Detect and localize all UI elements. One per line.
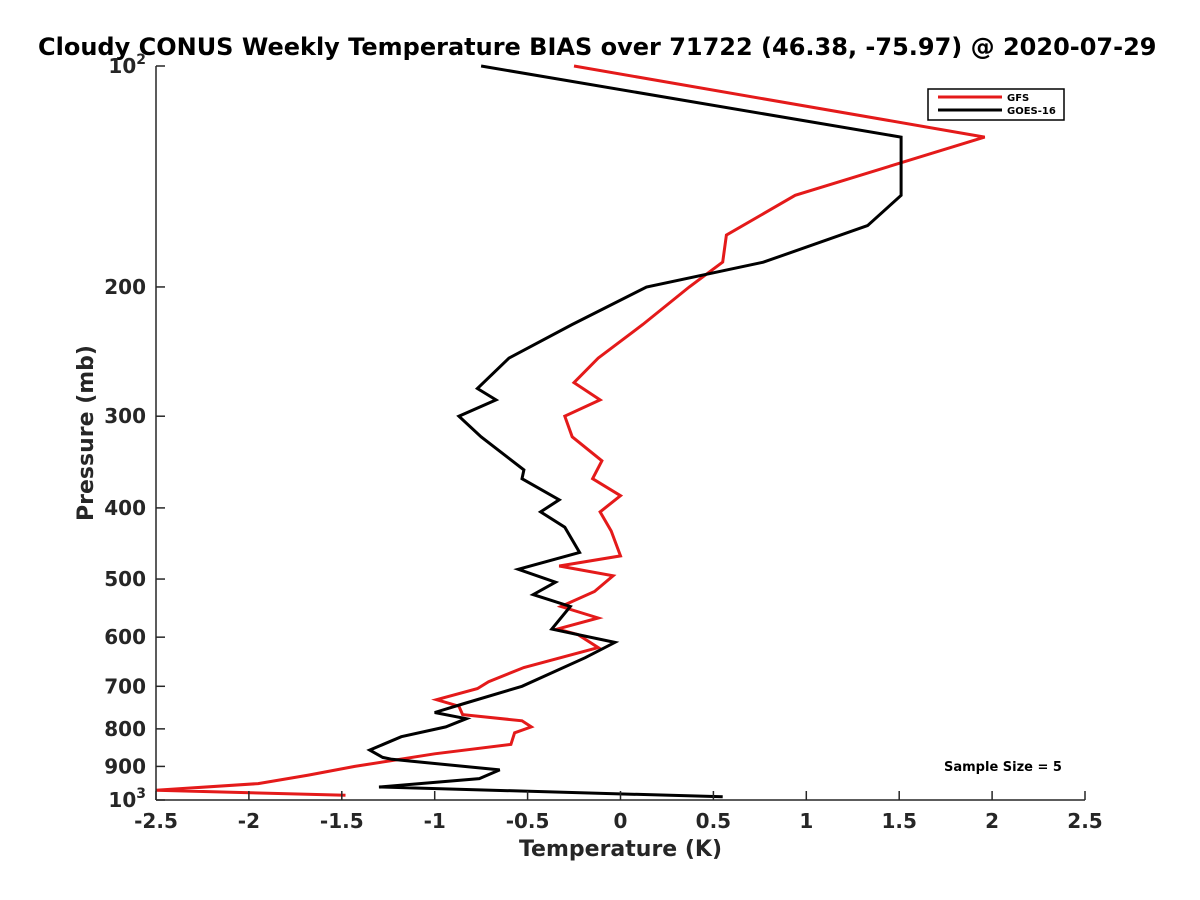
x-tick-label: -1: [424, 809, 446, 833]
series-line-gfs: [155, 64, 986, 797]
x-tick-label: -2: [238, 809, 260, 833]
x-tick-label: 2.5: [1067, 809, 1102, 833]
y-tick-label: 900: [104, 754, 146, 778]
y-tick-label: 200: [104, 275, 146, 299]
legend: GFS GOES-16: [927, 88, 1065, 121]
sample-size-annotation: Sample Size = 5: [944, 760, 1062, 775]
x-tick-label: 1: [799, 809, 813, 833]
legend-label: GOES-16: [1007, 106, 1056, 117]
y-axis-ticks: 102 200 300 400 500 600 700 800 900 103: [104, 52, 165, 812]
x-tick-label: -1.5: [320, 809, 364, 833]
x-axis-label: Temperature (K): [519, 837, 722, 862]
x-tick-label: -2.5: [134, 809, 178, 833]
y-tick-label: 400: [104, 496, 146, 520]
series-line-goes-16: [366, 64, 903, 799]
x-tick-label: 1.5: [881, 809, 916, 833]
x-tick-label: 0: [614, 809, 628, 833]
y-tick-label: 800: [104, 717, 146, 741]
x-tick-label: 2: [985, 809, 999, 833]
legend-label: GFS: [1007, 93, 1029, 104]
y-tick-label: 700: [104, 674, 146, 698]
plot-series: [155, 64, 986, 799]
y-tick-label: 300: [104, 404, 146, 428]
y-tick-label: 103: [108, 786, 146, 812]
x-tick-label: -0.5: [506, 809, 550, 833]
y-axis-label: Pressure (mb): [74, 345, 99, 521]
chart-title: Cloudy CONUS Weekly Temperature BIAS ove…: [38, 33, 1156, 61]
x-axis-ticks: -2.5 -2 -1.5 -1 -0.5 0 0.5 1 1.5 2 2.5: [134, 791, 1103, 833]
x-tick-label: 0.5: [696, 809, 731, 833]
y-tick-label: 102: [108, 52, 146, 78]
y-tick-label: 600: [104, 625, 146, 649]
legend-box: [927, 88, 1065, 121]
y-tick-label: 500: [104, 567, 146, 591]
